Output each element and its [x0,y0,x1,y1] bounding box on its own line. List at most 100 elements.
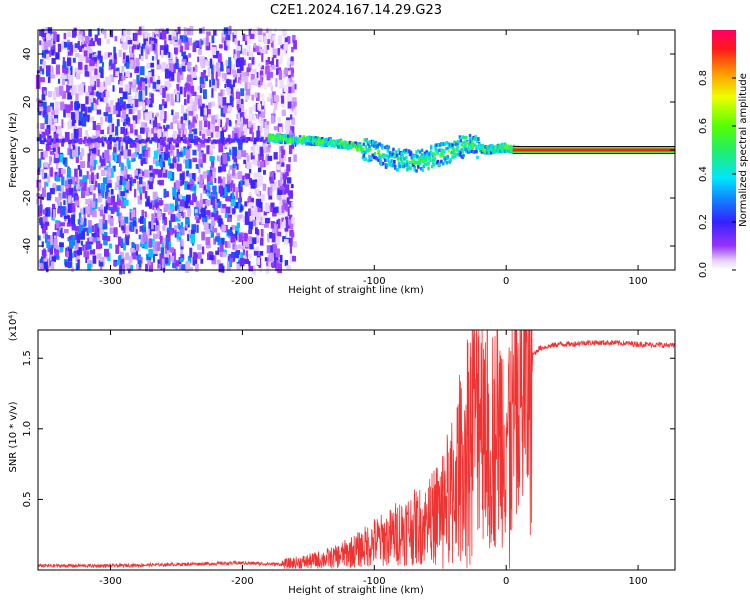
spectrogram-cell-2406 [231,69,236,75]
spectrogram-cell-3098 [386,158,390,162]
spectrogram-cell-1367 [208,114,213,119]
spectrogram-cell-1335 [71,203,76,213]
spectrogram-cell-1035 [257,192,261,197]
spectrogram-cell-1815 [89,249,95,255]
spectrogram-cell-212 [271,91,276,98]
spectrogram-cell-2090 [103,112,109,117]
spectrogram-cell-3365 [468,137,472,142]
spectrogram-cell-670 [159,235,163,244]
spectrogram-cell-3372 [470,149,474,153]
spectrogram-cell-3335 [459,139,463,143]
spectrogram-cell-2285 [174,47,178,54]
spectrogram-cell-1763 [192,67,196,76]
spectrogram-cell-2250 [249,202,254,207]
spectrogram-cell-3205 [419,166,423,171]
spectrogram-cell-149 [68,182,72,190]
spectrogram-cell-2509 [238,183,241,188]
spectrogram-cell-3030 [365,139,368,143]
spectrogram-cell-227 [140,25,145,36]
spectrogram-cell-1319 [236,104,240,110]
spectrogram-cell-658 [146,33,151,38]
spectrogram-cell-3336 [459,150,463,155]
spectrogram-cell-732 [201,232,205,240]
spectrogram-cell-2403 [149,172,154,177]
spectrogram-cell-1649 [97,183,101,191]
spectrogram-cell-2630 [100,137,104,142]
spectrogram-cell-2652 [146,137,150,142]
spectrogram-cell-1199 [161,30,167,40]
spectrogram-cell-3184 [413,166,416,170]
spectrogram-cell-2615 [69,139,73,144]
spectrogram-cell-2492 [115,102,121,111]
spectrogram-cell-2481 [185,160,189,169]
spectrogram-cell-1801 [71,214,76,225]
spectrogram-cell-2063 [241,115,245,124]
spectrogram-cell-1961 [42,248,46,259]
spectrogram-cell-237 [206,145,211,155]
spectrogram-cell-885 [249,166,252,174]
spectrogram-cell-3151 [403,157,406,161]
spectrogram-cell-1861 [88,29,92,37]
spectrogram-cell-2031 [64,104,67,111]
spectrogram-cell-2442 [266,72,271,81]
spectrogram-cell-1620 [190,229,195,235]
spectrogram-cell-1771 [119,72,123,81]
spectrogram-cell-1053 [159,154,162,163]
spectrogram-cell-2415 [43,150,48,158]
spectrogram-cell-803 [187,208,192,217]
spectrogram-cell-1441 [120,163,124,171]
spectrogram-cell-3318 [454,140,457,145]
spectrogram-cell-2887 [322,143,325,148]
spectrogram-cell-1939 [131,99,136,104]
spectrogram-cell-16 [183,34,187,44]
spectrogram-cell-2077 [240,179,243,188]
spectrogram-cell-797 [95,141,101,148]
spectrogram-cell-3162 [406,162,409,167]
spectrogram-cell-1633 [43,172,48,179]
spectrogram-cell-2323 [257,177,261,188]
spectrogram-cell-948 [128,96,133,107]
spectrogram-cell-540 [159,34,163,40]
spectrogram-cell-1498 [252,219,257,227]
spectrogram-cell-1542 [223,125,226,130]
spectrogram-cell-1744 [290,56,294,62]
spectrogram-cell-1222 [226,91,232,96]
spectrogram-cell-941 [135,66,140,72]
spectrogram-cell-321 [270,85,273,91]
spectrogram-cell-2504 [240,117,244,124]
spectrogram-cell-1838 [189,247,193,258]
spectrogram-cell-1666 [197,143,202,152]
spectrogram-cell-2530 [155,202,159,208]
spectrogram-cell-2340 [70,101,73,111]
spectrogram-cell-2424 [99,209,104,217]
snr-x-tick-label: -300 [99,576,122,587]
spectrogram-cell-2369 [244,108,248,118]
spectrogram-cell-1930 [240,205,244,211]
spectrogram-cell-1487 [274,103,278,110]
spectrogram-cell-3393 [477,137,480,142]
spectrogram-cell-169 [200,258,204,264]
spectrogram-cell-2523 [224,186,227,197]
spectrogram-cell-1867 [136,168,141,174]
spectrogram-cell-1266 [264,128,270,138]
spectrogram-cell-2122 [44,221,50,226]
spectrogram-cell-1525 [174,63,179,70]
spectrogram-cell-3367 [469,141,473,146]
spectrogram-cell-3094 [385,164,389,168]
spectrogram-cell-2648 [138,139,142,144]
spectrogram-cell-1982 [250,74,255,81]
spectrogram-cell-2034 [153,247,159,254]
spectrogram-cell-550 [164,191,169,198]
spectrogram-cell-1575 [168,52,171,58]
spectrogram-cell-2081 [56,185,61,191]
spectrogram-cell-2655 [154,138,158,143]
spectrogram-cell-2462 [108,166,111,175]
spectrogram-cell-1243 [221,73,225,79]
spectrogram-cell-1173 [101,188,105,199]
spectrogram-cell-1835 [89,75,95,85]
spectrogram-cell-922 [152,31,156,38]
spectrogram-cell-2051 [211,64,214,74]
spectrogram-cell-1460 [122,42,128,50]
spectrogram-cell-68 [109,74,115,83]
